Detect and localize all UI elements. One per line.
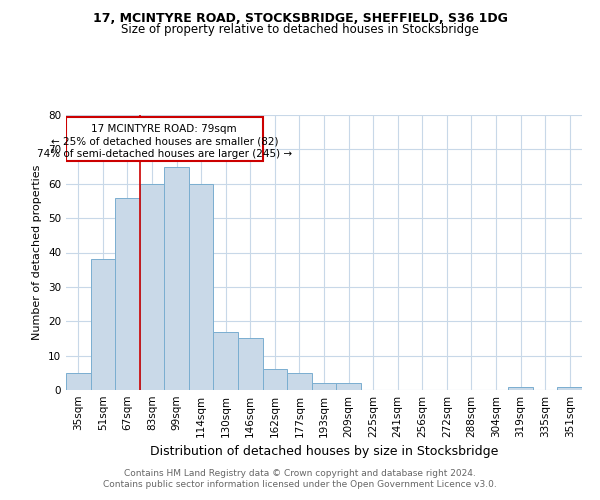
Bar bbox=[557, 386, 582, 390]
Bar bbox=[214, 332, 238, 390]
Bar bbox=[115, 198, 140, 390]
Text: Contains public sector information licensed under the Open Government Licence v3: Contains public sector information licen… bbox=[103, 480, 497, 489]
Bar bbox=[189, 184, 214, 390]
Bar bbox=[336, 383, 361, 390]
Text: Contains HM Land Registry data © Crown copyright and database right 2024.: Contains HM Land Registry data © Crown c… bbox=[124, 468, 476, 477]
Bar bbox=[263, 370, 287, 390]
Bar bbox=[287, 373, 312, 390]
Y-axis label: Number of detached properties: Number of detached properties bbox=[32, 165, 43, 340]
Text: Size of property relative to detached houses in Stocksbridge: Size of property relative to detached ho… bbox=[121, 22, 479, 36]
Text: 17 MCINTYRE ROAD: 79sqm: 17 MCINTYRE ROAD: 79sqm bbox=[91, 124, 237, 134]
Bar bbox=[66, 373, 91, 390]
Bar bbox=[238, 338, 263, 390]
Text: ← 25% of detached houses are smaller (82): ← 25% of detached houses are smaller (82… bbox=[50, 136, 278, 146]
Bar bbox=[140, 184, 164, 390]
Bar bbox=[508, 386, 533, 390]
Text: 74% of semi-detached houses are larger (245) →: 74% of semi-detached houses are larger (… bbox=[37, 150, 292, 160]
Bar bbox=[91, 260, 115, 390]
Bar bbox=[66, 116, 263, 162]
Text: 17, MCINTYRE ROAD, STOCKSBRIDGE, SHEFFIELD, S36 1DG: 17, MCINTYRE ROAD, STOCKSBRIDGE, SHEFFIE… bbox=[92, 12, 508, 26]
Bar bbox=[312, 383, 336, 390]
X-axis label: Distribution of detached houses by size in Stocksbridge: Distribution of detached houses by size … bbox=[150, 446, 498, 458]
Bar bbox=[164, 166, 189, 390]
